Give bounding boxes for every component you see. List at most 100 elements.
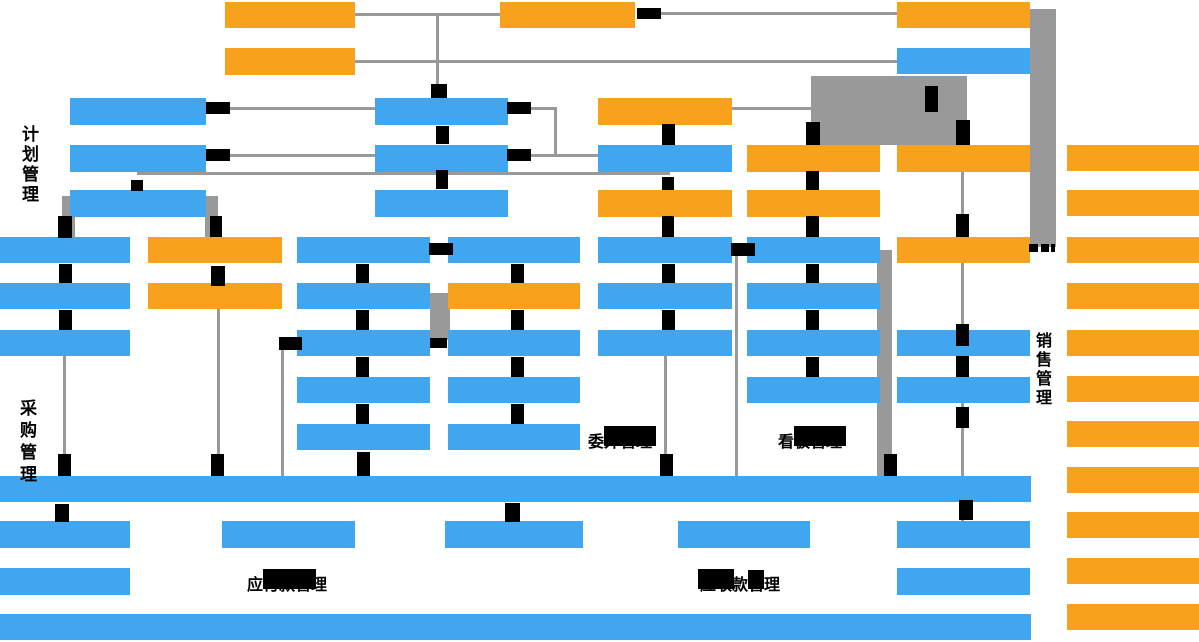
node-rc-forecast-offset <box>1067 283 1199 309</box>
payables-management-redaction <box>263 569 316 589</box>
node-rc-product-config-bom <box>1067 330 1199 356</box>
connector-mark <box>511 264 524 283</box>
connector-line <box>554 107 557 157</box>
node-sequence-supply <box>148 283 282 309</box>
node-inspection-inbound <box>598 330 732 356</box>
connector-mark <box>430 338 447 348</box>
node-purchase-plan <box>70 190 206 217</box>
node-report-inspection <box>297 377 430 403</box>
node-forecast-offset <box>225 48 355 75</box>
connector-mark <box>662 177 674 190</box>
connector-line <box>217 309 220 476</box>
connector-mark <box>806 171 819 190</box>
connector-line <box>661 12 898 15</box>
node-rc-outsourcing-plan <box>1067 512 1199 538</box>
node-warehouse-replenish-notice <box>148 237 282 263</box>
connector-line <box>228 107 375 110</box>
connector-line <box>528 107 557 110</box>
node-process-inspection <box>448 424 580 450</box>
node-purchase-order <box>0 237 130 263</box>
node-mrp <box>375 145 508 172</box>
node-production-plan <box>375 190 508 217</box>
node-sales-forecast <box>225 2 355 28</box>
connector-mark <box>925 86 938 112</box>
connector-mark <box>507 102 531 114</box>
connector-mark <box>806 310 819 330</box>
node-team-plan <box>448 283 580 309</box>
connector-mark <box>429 243 453 255</box>
connector-line <box>735 250 738 476</box>
connector-mark <box>662 264 675 283</box>
node-demand-plan <box>897 145 1030 172</box>
connector-mark <box>131 180 143 191</box>
node-kanban-execute <box>747 237 880 263</box>
connector-mark <box>436 170 448 189</box>
node-rc-team-plan <box>1067 558 1199 584</box>
connector-mark <box>436 126 449 144</box>
purchase-management-label-char: 购 <box>20 421 37 440</box>
connector-mark <box>356 310 369 330</box>
node-collection-slip <box>897 568 1030 595</box>
connector-line <box>281 347 284 476</box>
connector-mark <box>956 356 969 377</box>
connector-mark <box>956 120 970 145</box>
node-remote-warehouse-replenish <box>897 237 1030 263</box>
connector-mark <box>806 216 819 237</box>
connector-mark <box>956 324 969 346</box>
node-year-month-week-design <box>500 2 635 28</box>
connector-mark <box>511 310 524 330</box>
connector-mark <box>211 266 225 286</box>
connector-mark <box>55 504 69 522</box>
connector-mark <box>356 357 369 377</box>
small-junction-block-block <box>430 293 450 340</box>
connector-mark <box>662 124 675 145</box>
node-rough-capacity-plan <box>70 98 206 125</box>
connector-mark <box>356 404 369 424</box>
connector-mark <box>731 243 755 256</box>
node-kanban-schedule <box>747 330 880 356</box>
receivables-management-redaction <box>698 569 734 589</box>
connector-line <box>355 60 898 63</box>
plan-management-label-char: 管 <box>22 165 39 184</box>
kanban-column-bar-block <box>877 250 892 476</box>
purchase-management-label-char: 采 <box>20 399 37 418</box>
node-payment-invoice <box>0 521 130 548</box>
node-sales-order <box>897 48 1030 74</box>
connector-mark <box>59 310 72 330</box>
node-bos-bar <box>0 614 1031 640</box>
outsourcing-management-redaction <box>604 426 656 446</box>
node-kanban-status <box>747 283 880 309</box>
node-rc-sales-forecast <box>1067 237 1199 263</box>
connector-mark <box>431 84 447 98</box>
connector-mark <box>511 357 524 377</box>
node-andon-warning <box>747 377 880 403</box>
kanban-management-redaction <box>794 426 846 446</box>
node-rc-demand-plan <box>1067 376 1199 402</box>
connector-mark <box>956 407 969 428</box>
connector-mark <box>210 216 222 237</box>
node-mps <box>375 98 508 125</box>
connector-mark <box>357 452 370 476</box>
connector-mark <box>662 216 674 237</box>
node-other-receivables-left <box>222 521 355 548</box>
node-warehouse-mgmt-bar <box>0 476 1031 502</box>
connector-mark <box>660 454 673 476</box>
node-production-task <box>297 237 430 263</box>
connector-line <box>63 356 66 476</box>
node-production-inbound <box>297 424 430 450</box>
node-process-material-issue <box>448 330 580 356</box>
connector-mark <box>58 454 71 476</box>
node-rc-remote-warehouse-replenish <box>1067 604 1199 630</box>
receivables-management-redaction <box>748 570 764 589</box>
connector-line <box>732 107 811 110</box>
connector-mark <box>959 500 973 520</box>
connector-mark <box>1051 244 1055 252</box>
connector-mark <box>206 102 230 114</box>
connector-mark <box>662 310 675 330</box>
connector-line <box>228 154 375 157</box>
connector-line <box>961 171 964 237</box>
connector-mark <box>511 404 524 424</box>
sales-management-label-char: 售 <box>1036 352 1053 369</box>
connector-mark <box>507 149 531 161</box>
node-kanban-loop <box>747 145 880 172</box>
